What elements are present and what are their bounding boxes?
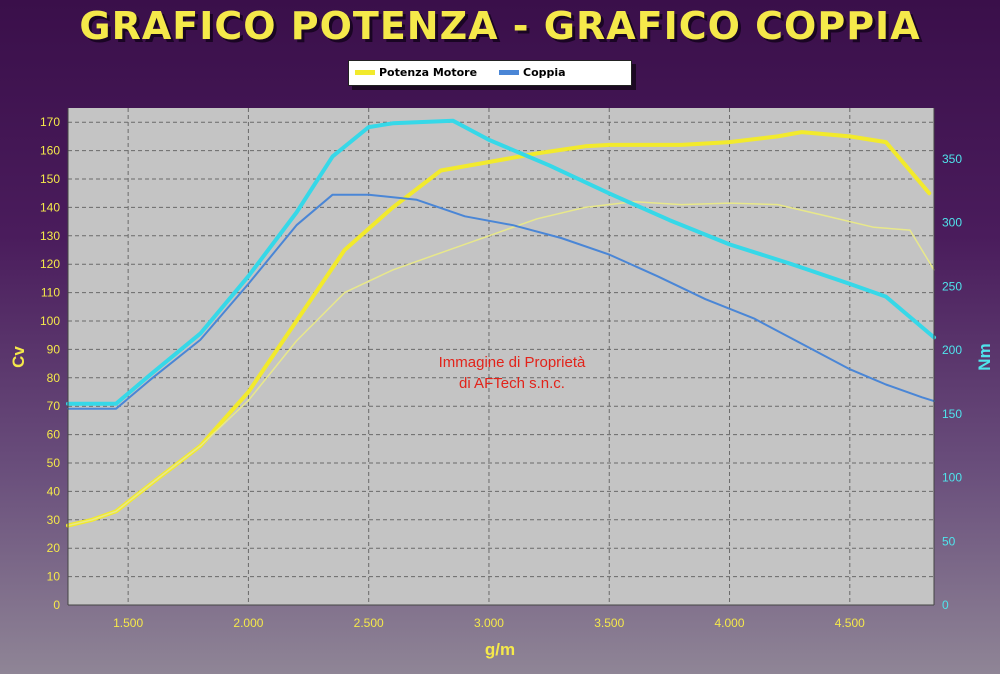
watermark-line-1: Immagine di Proprietà [439, 354, 586, 371]
watermark-line-2: di AFTech s.n.c. [459, 375, 565, 392]
series-line-potenza-thin [67, 200, 935, 527]
y-tick-label: 80 [47, 371, 61, 385]
x-tick-label: 3.500 [594, 616, 624, 630]
y2-axis-label: Nm [975, 343, 994, 370]
y2-tick-label: 50 [942, 534, 956, 548]
y2-tick-label: 250 [942, 279, 962, 293]
y2-tick-label: 100 [942, 471, 962, 485]
chart-title: GRAFICO POTENZA - GRAFICO COPPIA [79, 4, 921, 48]
plot-area [68, 108, 934, 605]
y-axis-label: Cv [9, 346, 28, 368]
x-tick-label: 4.000 [715, 616, 745, 630]
x-tick-label: 2.000 [233, 616, 263, 630]
y2-tick-label: 200 [942, 343, 962, 357]
x-tick-label: 2.500 [354, 616, 384, 630]
y2-tick-label: 350 [942, 152, 962, 166]
series-group [66, 118, 936, 528]
y-tick-label: 10 [47, 570, 61, 584]
y-tick-label: 110 [41, 286, 60, 300]
legend-swatch-potenza [355, 70, 375, 75]
x-tick-label: 3.000 [474, 616, 504, 630]
legend-label-coppia: Coppia [523, 66, 566, 79]
y-tick-label: 20 [47, 541, 61, 555]
y-tick-label: 70 [47, 399, 61, 413]
y2-tick-label: 0 [942, 598, 949, 612]
y-tick-label: 100 [40, 314, 60, 328]
legend: Potenza Motore Coppia [348, 60, 632, 86]
y-tick-label: 90 [47, 342, 61, 356]
y-tick-label: 50 [47, 456, 61, 470]
series-line-coppia [67, 193, 935, 410]
y-tick-label: 160 [40, 144, 60, 158]
y-tick-label: 120 [40, 257, 60, 271]
legend-swatch-coppia [499, 70, 519, 75]
axes: 0 10 20 30 40 50 60 70 80 90 100 110 120 130 140 150 160… [40, 108, 962, 630]
y-tick-label: 170 [40, 115, 60, 129]
legend-label-potenza: Potenza Motore [379, 66, 478, 79]
y-tick-label: 60 [47, 428, 61, 442]
y-tick-label: 30 [47, 513, 61, 527]
y-tick-label: 140 [40, 200, 60, 214]
x-tick-label: 1.500 [113, 616, 143, 630]
y2-tick-label: 300 [942, 216, 962, 230]
y-tick-label: 150 [40, 172, 60, 186]
y-tick-label: 0 [53, 598, 60, 612]
y-tick-label: 130 [40, 229, 60, 243]
y-tick-label: 40 [47, 484, 61, 498]
series-line-coppia-thick [66, 118, 936, 406]
x-tick-label: 4.500 [835, 616, 865, 630]
legend-item-potenza: Potenza Motore [355, 66, 477, 79]
x-axis-label: g/m [485, 640, 515, 659]
legend-item-coppia: Coppia [499, 66, 566, 79]
y2-tick-label: 150 [942, 407, 962, 421]
